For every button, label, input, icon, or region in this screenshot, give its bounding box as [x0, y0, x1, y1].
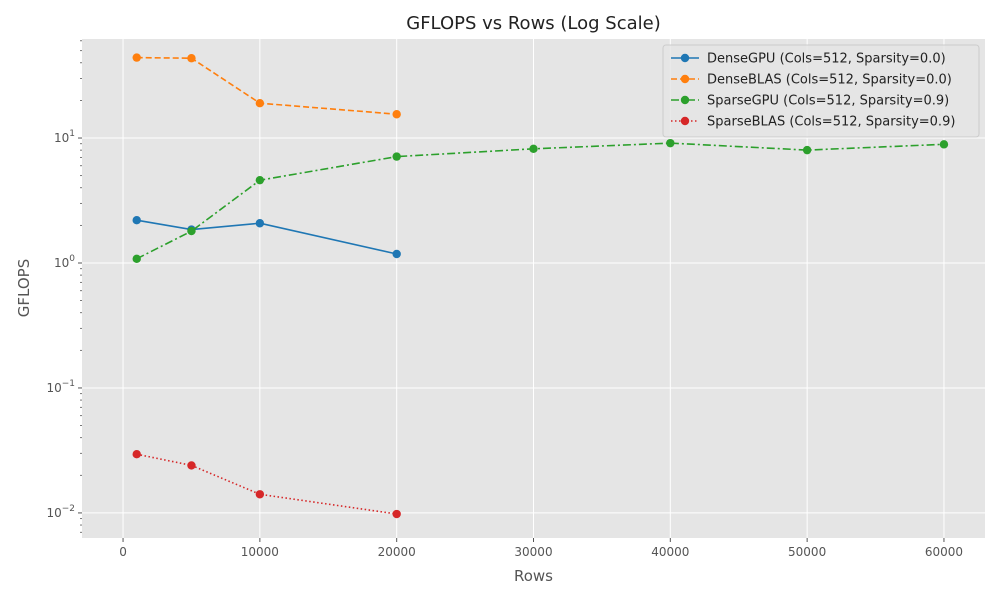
x-tick-label: 40000: [651, 545, 689, 559]
series-line: [136, 219, 397, 255]
data-point: [392, 110, 401, 119]
data-point: [255, 98, 265, 108]
legend-label: SparseBLAS (Cols=512, Sparsity=0.9): [707, 115, 955, 130]
data-point: [392, 152, 401, 161]
data-point: [666, 138, 675, 148]
y-tick-label: 100: [54, 254, 75, 270]
series-layer: [132, 53, 949, 519]
data-point: [392, 509, 401, 519]
legend: DenseGPU (Cols=512, Sparsity=0.0) DenseBL…: [662, 44, 980, 138]
legend-swatch-marker: [680, 116, 690, 126]
x-tick-label: 30000: [514, 545, 552, 559]
data-point: [132, 215, 141, 225]
legend-label: DenseGPU (Cols=512, Sparsity=0.0): [707, 52, 946, 67]
chart-title: GFLOPS vs Rows (Log Scale): [406, 13, 661, 34]
x-tick-label: 60000: [925, 545, 963, 559]
legend-label: SparseGPU (Cols=512, Sparsity=0.9): [707, 94, 949, 109]
legend-label: DenseBLAS (Cols=512, Sparsity=0.0): [707, 73, 952, 88]
x-axis: 0 10000 20000 30000 40000 50000 60000: [119, 538, 963, 559]
series-3: [132, 450, 401, 519]
data-point: [939, 140, 949, 149]
legend-box: [662, 44, 980, 138]
data-point: [529, 144, 538, 153]
data-point: [187, 54, 196, 63]
x-tick-label: 10000: [241, 545, 279, 559]
series-line: [136, 142, 945, 260]
data-point: [392, 249, 401, 259]
data-point: [255, 219, 265, 228]
x-tick-label: 20000: [378, 545, 416, 559]
y-axis: 10−2 10−1 100 101: [46, 40, 82, 533]
legend-swatch-marker: [680, 74, 690, 84]
data-point: [255, 490, 265, 499]
y-tick-label: 10−1: [46, 379, 75, 395]
series-line: [136, 453, 397, 515]
series-line: [136, 56, 397, 115]
data-point: [255, 175, 265, 185]
y-axis-title: GFLOPS: [15, 259, 33, 317]
series-1: [132, 53, 401, 119]
legend-swatch-marker: [680, 95, 690, 105]
x-tick-label: 50000: [788, 545, 826, 559]
x-axis-title: Rows: [514, 567, 553, 585]
data-point: [132, 53, 141, 62]
legend-swatch-marker: [680, 53, 690, 63]
y-tick-label: 10−2: [46, 504, 75, 520]
data-point: [187, 226, 196, 236]
data-point: [132, 450, 141, 459]
data-point: [132, 254, 141, 264]
series-2: [132, 138, 949, 264]
data-point: [802, 145, 812, 155]
x-tick-label: 0: [119, 545, 127, 559]
y-tick-label: 101: [54, 129, 75, 145]
data-point: [187, 461, 196, 470]
grid: [82, 39, 985, 538]
